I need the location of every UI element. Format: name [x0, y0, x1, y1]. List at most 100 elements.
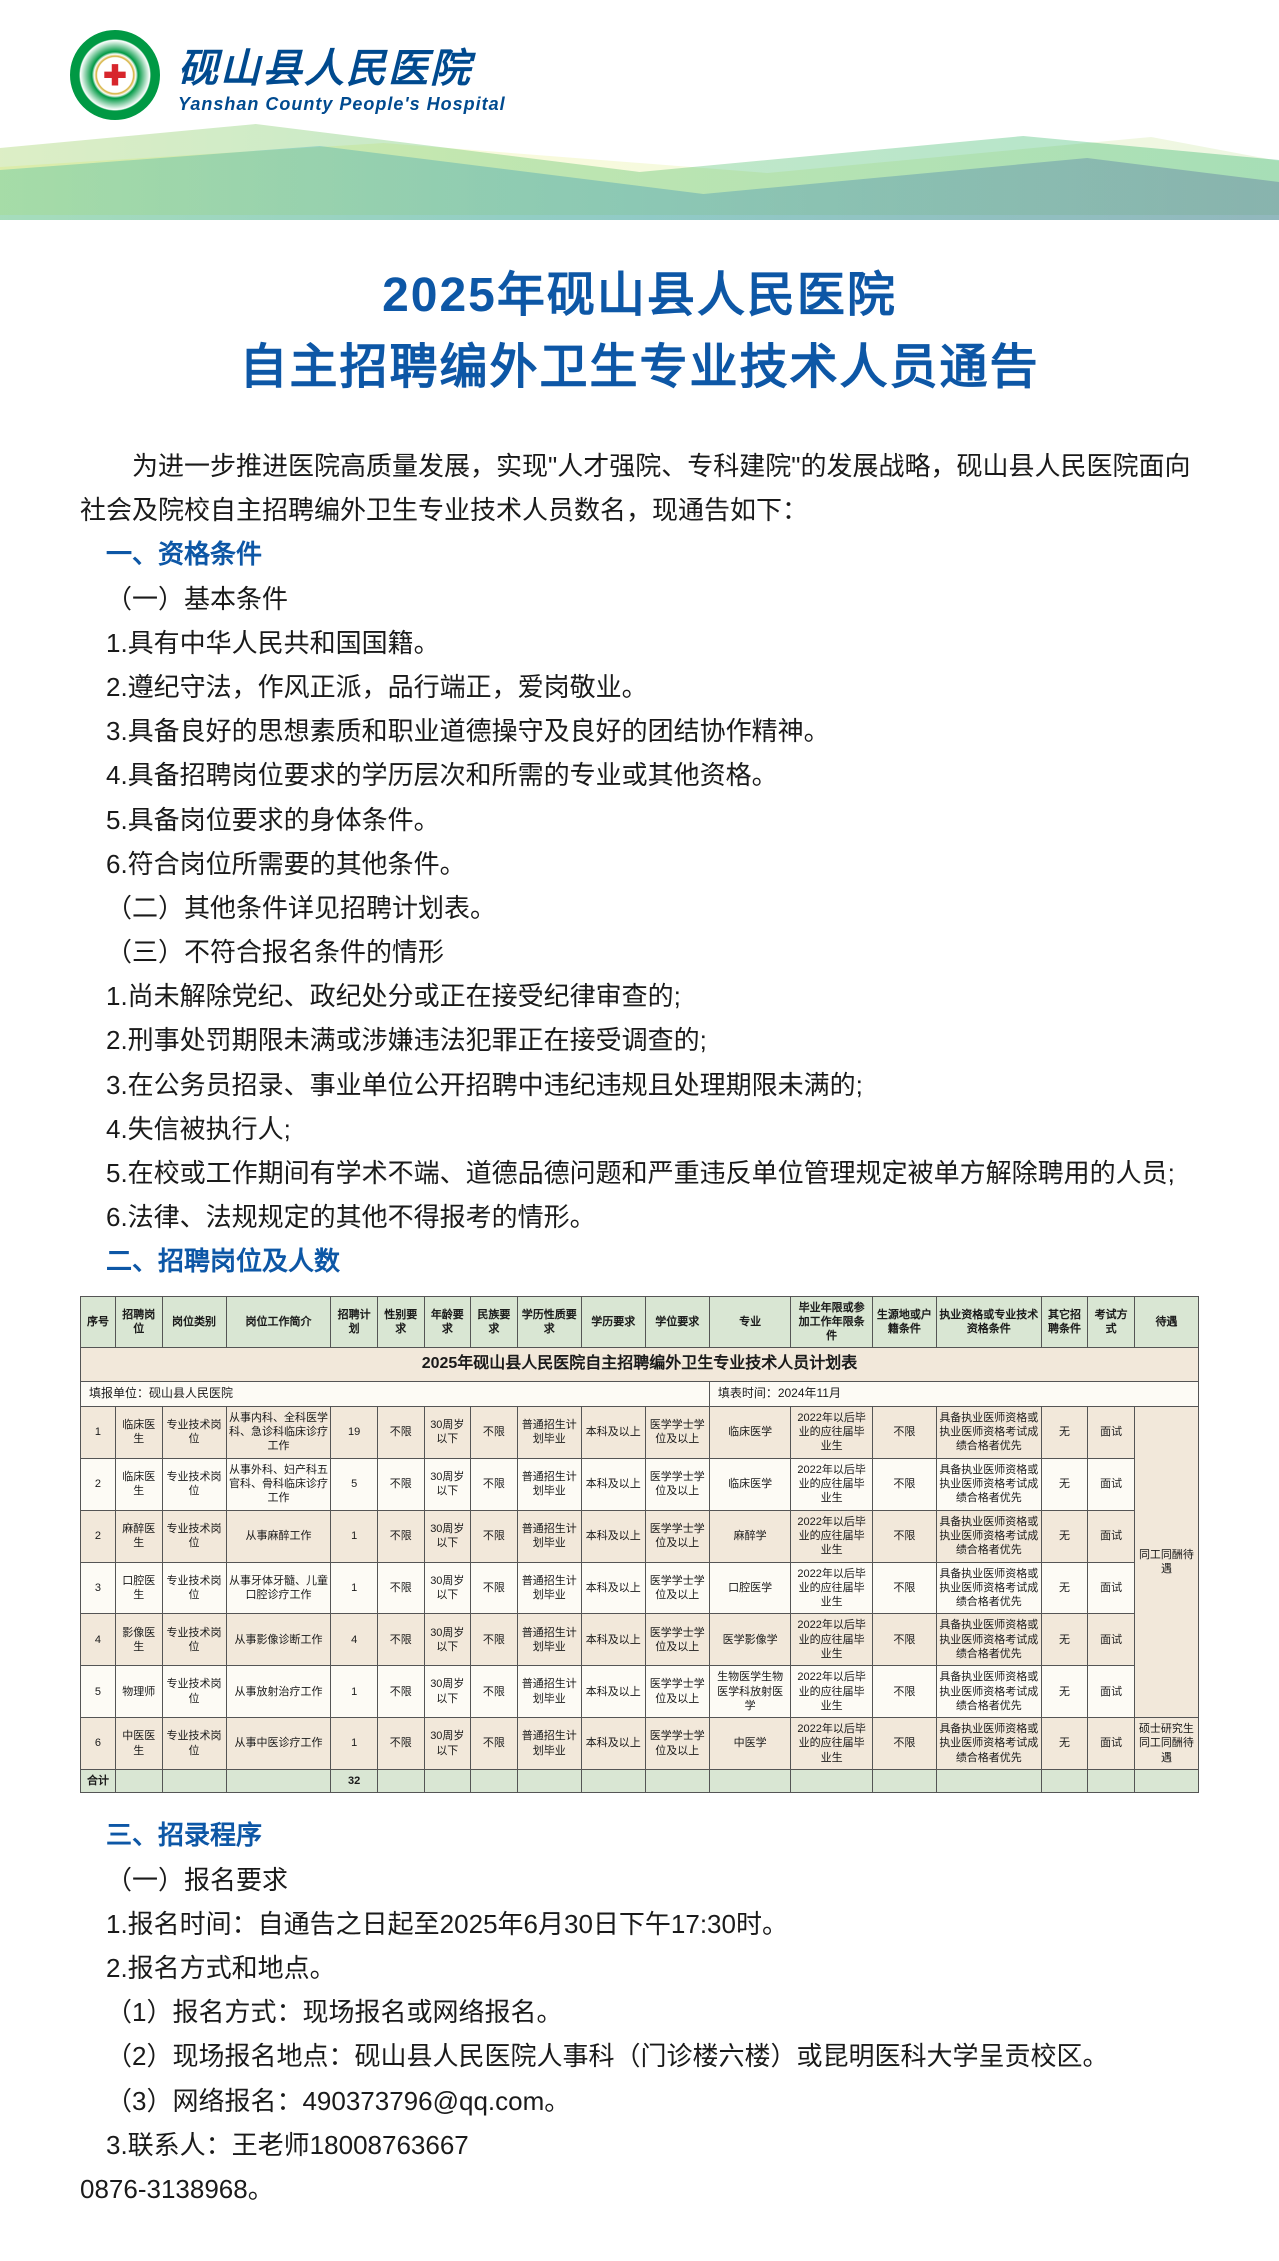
table-cell: 医学学士学位及以上: [645, 1614, 709, 1666]
table-cell: 专业技术岗位: [162, 1510, 226, 1562]
table-cell: 4: [81, 1614, 116, 1666]
table-header-row: 序号招聘岗位岗位类别岗位工作简介招聘计划性别要求年龄要求民族要求学历性质要求学历…: [81, 1296, 1199, 1348]
table-cell: 从事外科、妇产科五官科、骨科临床诊疗工作: [226, 1458, 331, 1510]
page-root: 砚山县人民医院 Yanshan County People's Hospital…: [0, 0, 1279, 2261]
table-cell: 从事中医诊疗工作: [226, 1718, 331, 1770]
table-header-cell: 考试方式: [1088, 1296, 1135, 1348]
table-cell: 2022年以后毕业的应往届毕业生: [791, 1718, 873, 1770]
table-header-cell: 招聘岗位: [115, 1296, 162, 1348]
table-row: 4影像医生专业技术岗位从事影像诊断工作4不限30周岁以下不限普通招生计划毕业本科…: [81, 1614, 1199, 1666]
table-header-cell: 执业资格或专业技术资格条件: [936, 1296, 1041, 1348]
table-cell: 临床医生: [115, 1406, 162, 1458]
table-cell: 2022年以后毕业的应往届毕业生: [791, 1562, 873, 1614]
table-cell: 面试: [1088, 1614, 1135, 1666]
table-cell: 本科及以上: [581, 1666, 645, 1718]
table-cell: 1: [331, 1666, 378, 1718]
table-cell: 影像医生: [115, 1614, 162, 1666]
table-cell: 本科及以上: [581, 1562, 645, 1614]
table-cell: 不限: [377, 1406, 424, 1458]
table-cell: 不限: [471, 1458, 518, 1510]
list-item: 2.遵纪守法，作风正派，品行端正，爱岗敬业。: [80, 665, 1199, 709]
table-header-cell: 生源地或户籍条件: [872, 1296, 936, 1348]
table-cell: 无: [1041, 1614, 1088, 1666]
table-cell: 具备执业医师资格或执业医师资格考试成绩合格者优先: [936, 1718, 1041, 1770]
table-cell: 面试: [1088, 1406, 1135, 1458]
table-cell: 本科及以上: [581, 1510, 645, 1562]
table-cell: 不限: [377, 1718, 424, 1770]
table-row: 3口腔医生专业技术岗位从事牙体牙髓、儿童口腔诊疗工作1不限30周岁以下不限普通招…: [81, 1562, 1199, 1614]
table-cell: 不限: [471, 1614, 518, 1666]
table-cell: 2022年以后毕业的应往届毕业生: [791, 1510, 873, 1562]
table-cell: 不限: [471, 1718, 518, 1770]
table-cell: 从事牙体牙髓、儿童口腔诊疗工作: [226, 1562, 331, 1614]
hospital-name: 砚山县人民医院 Yanshan County People's Hospital: [178, 36, 506, 115]
table-cell: 不限: [377, 1666, 424, 1718]
table-cell: 麻醉医生: [115, 1510, 162, 1562]
table-header-cell: 专业: [709, 1296, 791, 1348]
table-cell: 普通招生计划毕业: [517, 1510, 581, 1562]
table-cell: 口腔医学: [709, 1562, 791, 1614]
list-item: （2）现场报名地点：砚山县人民医院人事科（门诊楼六楼）或昆明医科大学呈贡校区。: [80, 2034, 1199, 2078]
hospital-name-cn: 砚山县人民医院: [178, 36, 506, 94]
list-item: 2.刑事处罚期限未满或涉嫌违法犯罪正在接受调查的;: [80, 1018, 1199, 1062]
table-cell-treatment: 硕士研究生同工同酬待遇: [1134, 1718, 1198, 1770]
table-cell: 无: [1041, 1510, 1088, 1562]
table-cell: 不限: [872, 1718, 936, 1770]
table-cell: 2022年以后毕业的应往届毕业生: [791, 1458, 873, 1510]
section-3-head: 三、招录程序: [80, 1813, 1199, 1857]
table-header-cell: 待遇: [1134, 1296, 1198, 1348]
table-cell: 具备执业医师资格或执业医师资格考试成绩合格者优先: [936, 1614, 1041, 1666]
recruitment-table: 2025年砚山县人民医院自主招聘编外卫生专业技术人员计划表 填报单位：砚山县人民…: [80, 1296, 1199, 1794]
table-cell: 无: [1041, 1562, 1088, 1614]
table-cell: 本科及以上: [581, 1718, 645, 1770]
table-cell: 具备执业医师资格或执业医师资格考试成绩合格者优先: [936, 1510, 1041, 1562]
table-cell: 6: [81, 1718, 116, 1770]
table-cell: 医学学士学位及以上: [645, 1666, 709, 1718]
table-cell: 从事影像诊断工作: [226, 1614, 331, 1666]
table-cell: 具备执业医师资格或执业医师资格考试成绩合格者优先: [936, 1562, 1041, 1614]
document-title: 2025年砚山县人民医院 自主招聘编外卫生专业技术人员通告: [0, 220, 1279, 424]
table-cell: 本科及以上: [581, 1458, 645, 1510]
table-cell: 19: [331, 1406, 378, 1458]
table-cell: 不限: [471, 1666, 518, 1718]
table-cell: 普通招生计划毕业: [517, 1458, 581, 1510]
intro-paragraph: 为进一步推进医院高质量发展，实现"人才强院、专科建院"的发展战略，砚山县人民医院…: [80, 444, 1199, 532]
table-cell: 从事内科、全科医学科、急诊科临床诊疗工作: [226, 1406, 331, 1458]
document-body: 为进一步推进医院高质量发展，实现"人才强院、专科建院"的发展战略，砚山县人民医院…: [0, 424, 1279, 2261]
table-cell: 临床医生: [115, 1458, 162, 1510]
table-row: 5物理师专业技术岗位从事放射治疗工作1不限30周岁以下不限普通招生计划毕业本科及…: [81, 1666, 1199, 1718]
sum-label: 合计: [81, 1770, 116, 1793]
list-item: 4.具备招聘岗位要求的学历层次和所需的专业或其他资格。: [80, 753, 1199, 797]
table-cell: 2022年以后毕业的应往届毕业生: [791, 1614, 873, 1666]
section-3-sub1: （一）报名要求: [80, 1858, 1199, 1902]
table-cell: 不限: [872, 1562, 936, 1614]
section-1-sub1: （一）基本条件: [80, 577, 1199, 621]
table-cell: 5: [81, 1666, 116, 1718]
table-cell: 30周岁以下: [424, 1718, 471, 1770]
table-row: 2麻醉医生专业技术岗位从事麻醉工作1不限30周岁以下不限普通招生计划毕业本科及以…: [81, 1510, 1199, 1562]
table-cell: 本科及以上: [581, 1406, 645, 1458]
table-cell: 不限: [471, 1406, 518, 1458]
table-cell: 无: [1041, 1718, 1088, 1770]
table-cell: 无: [1041, 1458, 1088, 1510]
table-cell: 从事放射治疗工作: [226, 1666, 331, 1718]
table-cell: 普通招生计划毕业: [517, 1562, 581, 1614]
list-item: 3.具备良好的思想素质和职业道德操守及良好的团结协作精神。: [80, 709, 1199, 753]
table-meta-right: 填表时间：2024年11月: [709, 1382, 1198, 1407]
table-body: 1临床医生专业技术岗位从事内科、全科医学科、急诊科临床诊疗工作19不限30周岁以…: [81, 1406, 1199, 1769]
table-cell: 无: [1041, 1666, 1088, 1718]
table-header-cell: 其它招聘条件: [1041, 1296, 1088, 1348]
table-cell: 30周岁以下: [424, 1666, 471, 1718]
table-cell: 麻醉学: [709, 1510, 791, 1562]
table-cell: 物理师: [115, 1666, 162, 1718]
table-cell: 中医医生: [115, 1718, 162, 1770]
table-cell: 临床医学: [709, 1406, 791, 1458]
table-cell: 不限: [872, 1406, 936, 1458]
table-cell: 普通招生计划毕业: [517, 1406, 581, 1458]
logo-block: 砚山县人民医院 Yanshan County People's Hospital: [70, 30, 506, 120]
section-1-head: 一、资格条件: [80, 532, 1199, 576]
table-cell-treatment: 同工同酬待遇: [1134, 1406, 1198, 1717]
table-header-cell: 序号: [81, 1296, 116, 1348]
table-cell: 专业技术岗位: [162, 1406, 226, 1458]
table-cell: 具备执业医师资格或执业医师资格考试成绩合格者优先: [936, 1458, 1041, 1510]
